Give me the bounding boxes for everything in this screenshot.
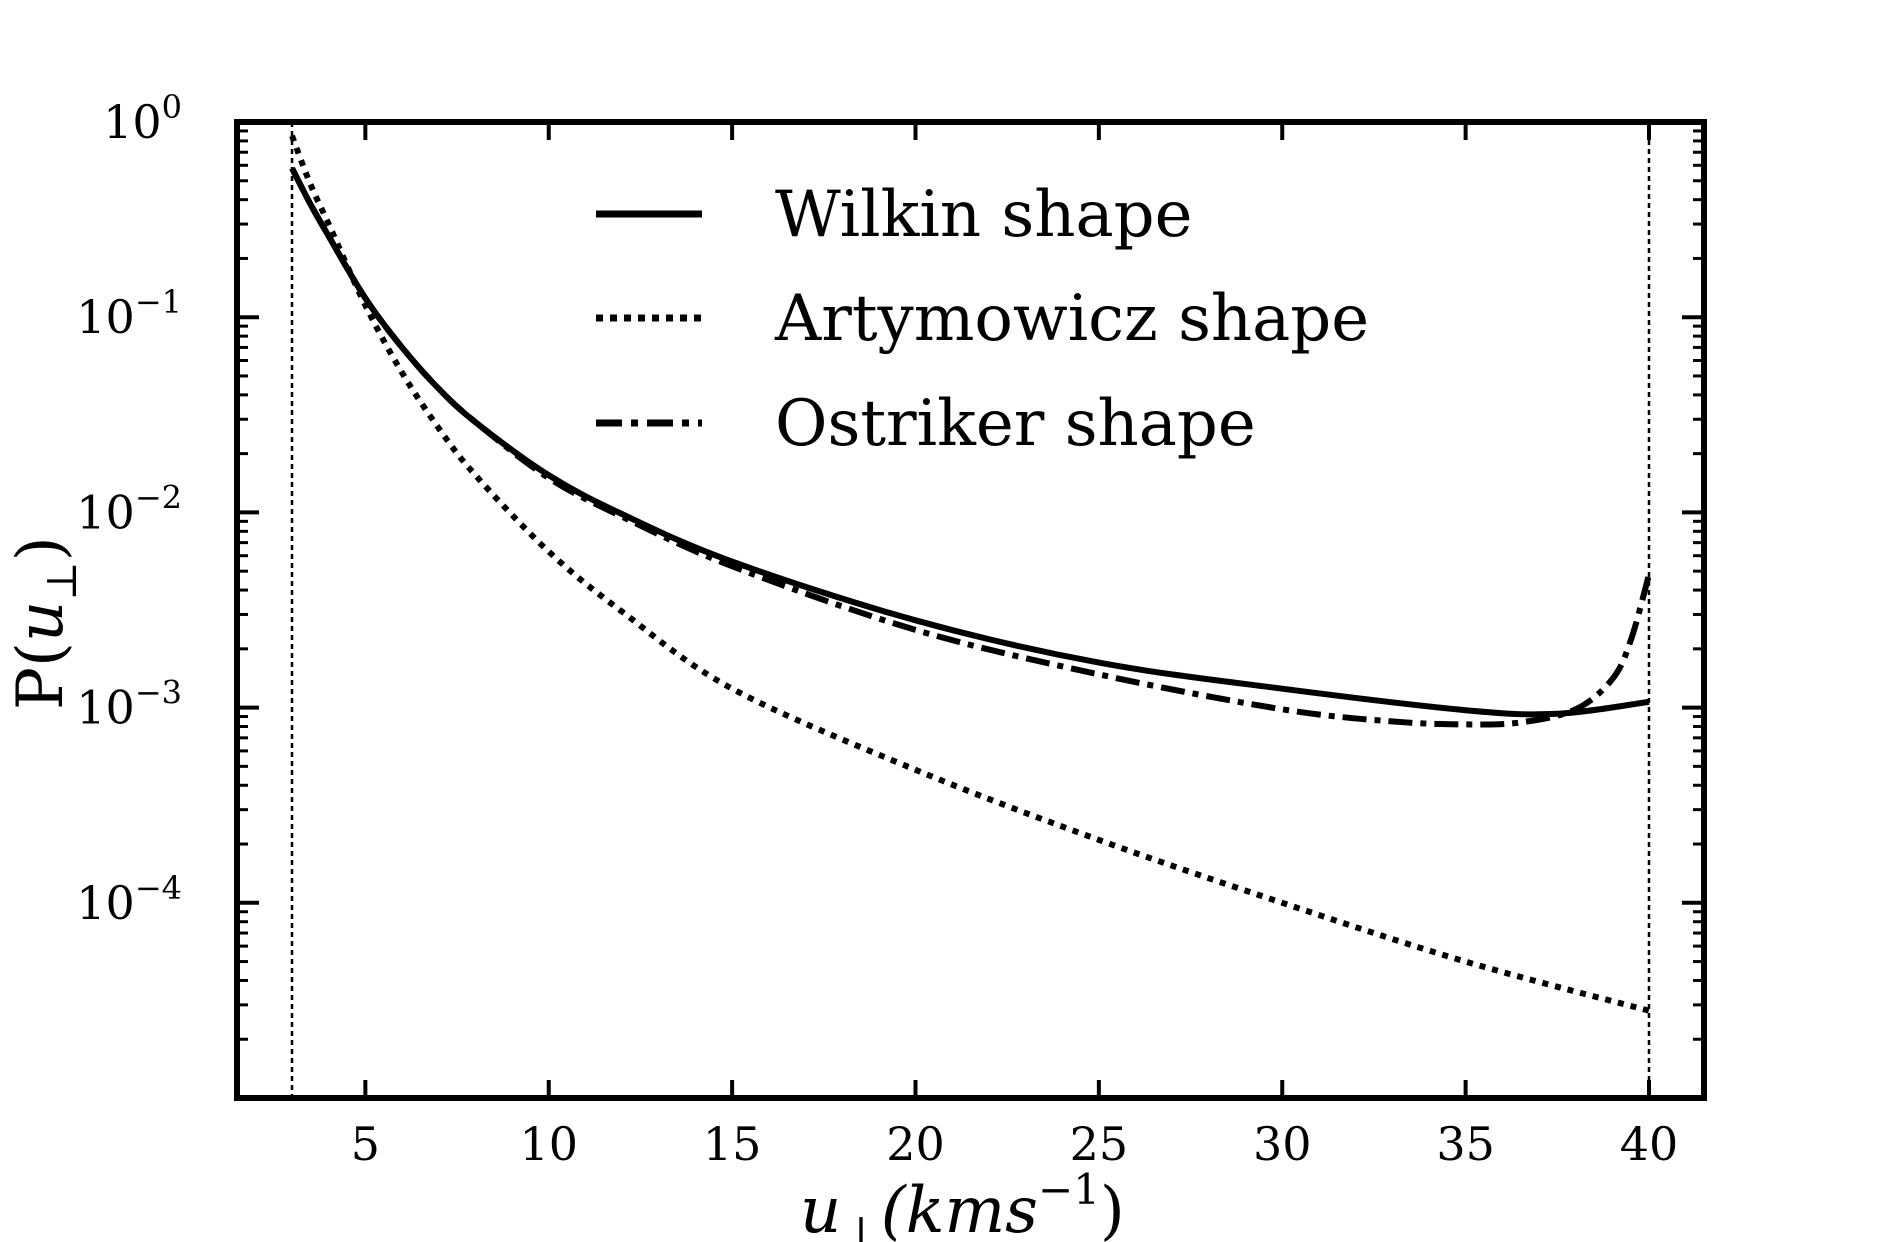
series-group — [289, 134, 1652, 1014]
plot-frame — [234, 119, 1707, 1101]
y-tick-label-2: 10−2 — [76, 478, 182, 539]
x-tick-label-3: 20 — [886, 1117, 945, 1171]
y-axis-label-base: u — [4, 601, 78, 642]
legend-label-wilkin: Wilkin shape — [775, 178, 1192, 252]
y-tick-label-exponent: −1 — [135, 283, 182, 321]
x-axis-label-unit: (kms — [881, 1174, 1038, 1242]
x-axis-label-close: ) — [1100, 1174, 1125, 1242]
vertical-reference-lines — [290, 122, 1651, 1098]
y-tick-label-exponent: 0 — [162, 88, 182, 126]
y-tick-label-base: 10 — [103, 95, 162, 149]
y-tick-label-base: 10 — [76, 290, 135, 344]
x-tick-label-4: 25 — [1070, 1117, 1129, 1171]
x-axis-label: u⊥(kms−1) — [800, 1165, 1125, 1242]
x-tick-label-5: 30 — [1253, 1117, 1312, 1171]
y-tick-label-exponent: −2 — [135, 478, 182, 516]
legend-label-ostriker: Ostriker shape — [775, 387, 1256, 461]
x-tick-label-2: 15 — [703, 1117, 762, 1171]
y-axis-label-prefix: P( — [4, 642, 78, 710]
y-axis-label: P(u⊥) — [4, 536, 86, 710]
x-axis-label-base: u — [800, 1174, 841, 1242]
x-axis-label-sub: ⊥ — [841, 1207, 881, 1242]
y-tick-label-0: 100 — [103, 88, 182, 149]
y-tick-label-4: 10−4 — [76, 869, 182, 930]
x-axis-label-unit-sup: −1 — [1038, 1165, 1100, 1214]
series-line-artymowicz-shape — [289, 134, 1650, 1014]
y-tick-label-base: 10 — [76, 876, 135, 930]
legend: Wilkin shape Artymowicz shape Ostriker s… — [596, 178, 1369, 461]
x-tick-label-7: 40 — [1620, 1117, 1679, 1171]
x-tick-labels: 5 10 15 20 25 30 35 40 — [351, 1117, 1679, 1171]
y-tick-label-3: 10−3 — [76, 674, 182, 735]
legend-label-artymowicz: Artymowicz shape — [774, 282, 1369, 356]
y-axis-label-close: ) — [4, 536, 78, 561]
y-axis-label-sub: ⊥ — [37, 561, 86, 601]
x-tick-label-0: 5 — [351, 1117, 380, 1171]
series-line-ostriker-shape — [289, 166, 1652, 728]
y-tick-label-exponent: −4 — [135, 869, 182, 907]
y-tick-label-base: 10 — [76, 485, 135, 539]
x-tick-label-6: 35 — [1436, 1117, 1495, 1171]
y-tick-label-base: 10 — [76, 681, 135, 735]
y-tick-label-exponent: −3 — [135, 674, 182, 712]
y-tick-label-1: 10−1 — [76, 283, 182, 344]
x-tick-label-1: 10 — [519, 1117, 578, 1171]
